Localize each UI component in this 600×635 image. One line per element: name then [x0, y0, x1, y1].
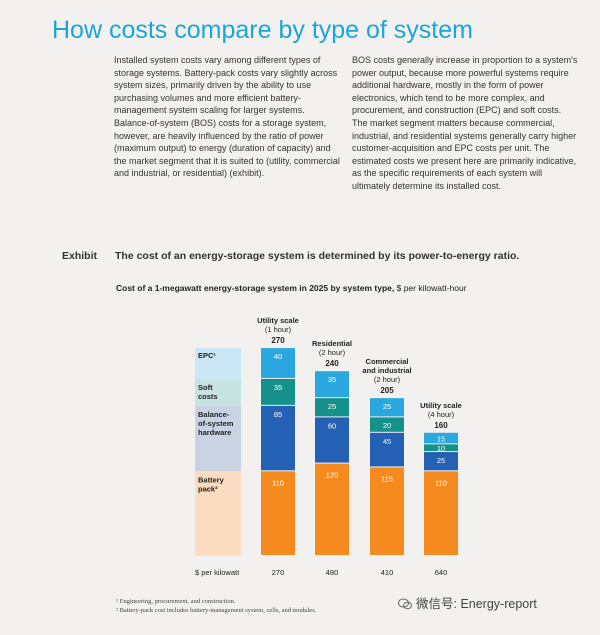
bar-value-3-2: 10: [437, 444, 445, 453]
category-label-2-1: and industrial: [362, 366, 411, 375]
bar-segment-1-3: [315, 371, 349, 398]
bar-total-0: 270: [271, 336, 285, 345]
legend-block-0: [195, 471, 241, 556]
legend-label-0-1: pack²: [198, 484, 218, 493]
chart-subtitle-bold: Cost of a 1-megawatt energy-storage syst…: [116, 283, 395, 293]
watermark-text: 微信号: Energy-report: [416, 597, 537, 611]
chart-subtitle-unit: $ per kilowatt-hour: [394, 283, 467, 293]
bar-segment-0-1: [261, 405, 295, 471]
per-kw-value-1: 480: [326, 568, 339, 577]
category-sub-2: (2 hour): [374, 375, 401, 384]
bar-value-0-0: 110: [272, 478, 284, 487]
category-label-3-0: Utility scale: [420, 401, 462, 410]
category-label-2-0: Commercial: [366, 357, 409, 366]
bar-segment-2-2: [370, 417, 404, 432]
category-label-0-0: Utility scale: [257, 316, 299, 325]
bar-value-1-3: 35: [328, 375, 336, 384]
watermark: 微信号: Energy-report: [398, 593, 537, 612]
page-title: How costs compare by type of system: [52, 16, 473, 44]
per-kw-value-0: 270: [272, 568, 285, 577]
per-kw-value-3: 640: [435, 568, 448, 577]
bar-segment-3-0: [424, 471, 458, 555]
bar-value-0-2: 35: [274, 383, 282, 392]
legend-label-1-0: Balance-: [198, 410, 230, 419]
bar-segment-2-1: [370, 432, 404, 467]
bar-value-2-1: 45: [383, 437, 391, 446]
wechat-icon: [398, 598, 412, 610]
legend-label-0-0: Battery: [198, 475, 225, 484]
bar-segment-1-1: [315, 417, 349, 463]
bar-value-0-3: 40: [274, 352, 282, 361]
bar-value-1-0: 120: [326, 471, 339, 480]
legend-label-2-1: costs: [198, 392, 218, 401]
bar-segment-3-3: [424, 432, 458, 444]
bar-segment-2-3: [370, 398, 404, 417]
body-text-left: Installed system costs vary among differ…: [114, 55, 340, 179]
bar-segment-1-0: [315, 463, 349, 555]
legend-label-2-0: Soft: [198, 383, 213, 392]
bar-segment-2-0: [370, 467, 404, 555]
bar-segment-0-2: [261, 378, 295, 405]
legend-label-1-2: hardware: [198, 428, 231, 437]
legend-block-3: [195, 348, 241, 379]
bar-segment-3-2: [424, 444, 458, 452]
bar-value-2-3: 25: [383, 402, 391, 411]
footnote-1: ¹ Engineering, procurement, and construc…: [116, 598, 236, 605]
legend-block-2: [195, 378, 241, 406]
bar-segment-0-3: [261, 348, 295, 378]
bar-value-1-1: 60: [328, 421, 336, 430]
category-sub-0: (1 hour): [265, 325, 292, 334]
chart-subtitle: Cost of a 1-megawatt energy-storage syst…: [116, 283, 467, 293]
per-kw-label: $ per kilowatt: [195, 568, 240, 577]
bar-value-3-1: 25: [437, 456, 445, 465]
exhibit-title: The cost of an energy-storage system is …: [115, 250, 520, 262]
bar-value-2-2: 20: [383, 421, 391, 430]
bar-segment-0-0: [261, 471, 295, 555]
bar-value-0-1: 85: [274, 410, 282, 419]
body-text-right: BOS costs generally increase in proporti…: [352, 55, 578, 191]
bar-value-3-0: 110: [435, 478, 447, 487]
category-label-1-0: Residential: [312, 339, 352, 348]
bar-value-2-0: 115: [381, 474, 393, 483]
bar-value-1-2: 25: [328, 402, 336, 411]
footnotes: ¹ Engineering, procurement, and construc…: [116, 597, 316, 615]
category-sub-1: (2 hour): [319, 348, 346, 357]
bar-total-1: 240: [325, 359, 339, 368]
bar-total-2: 205: [380, 386, 394, 395]
legend-label-3-0: EPC¹: [198, 351, 216, 360]
per-kw-value-2: 410: [381, 568, 394, 577]
exhibit-tag: Exhibit: [62, 250, 98, 262]
bar-total-3: 160: [434, 421, 448, 430]
bar-value-3-3: 15: [437, 435, 445, 444]
category-sub-3: (4 hour): [428, 410, 455, 419]
legend-block-1: [195, 405, 241, 472]
footnote-2: ² Battery-pack cost includes battery-man…: [116, 607, 317, 614]
bar-segment-1-2: [315, 398, 349, 417]
legend-label-1-1: of-system: [198, 419, 234, 428]
bar-segment-3-1: [424, 452, 458, 471]
